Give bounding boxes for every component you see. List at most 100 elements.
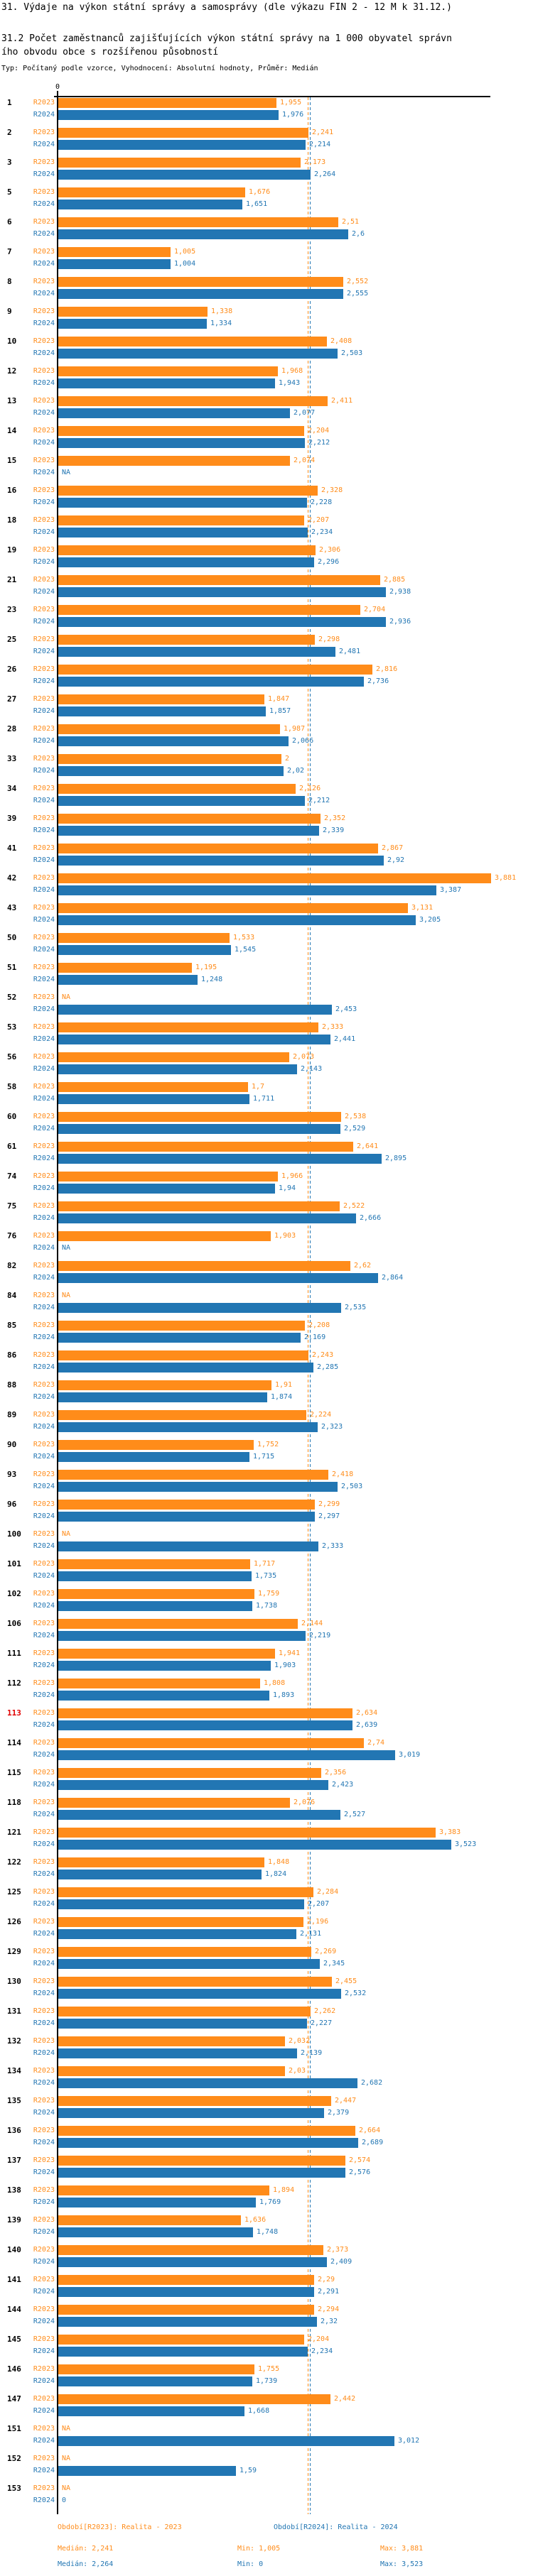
chart-row-28: 28 R2023 1,987 R2024 2,066 — [0, 724, 533, 747]
chart-row-106: 106 R2023 2,144 R2024 2,219 — [0, 1619, 533, 1642]
bar-r2023-102 — [58, 1589, 254, 1599]
value-label-r2024-144: 2,32 — [321, 2318, 338, 2325]
series-label-r2023-43: R2023 — [33, 904, 55, 912]
row-number-3: 3 — [7, 158, 12, 167]
series-label-r2024-100: R2024 — [33, 1542, 55, 1550]
series-label-r2023-151: R2023 — [33, 2425, 55, 2433]
value-label-r2023-18: 2,207 — [308, 516, 330, 524]
value-label-r2023-147: 2,442 — [334, 2395, 356, 2403]
bar-r2024-9 — [58, 319, 207, 329]
bar-r2024-131 — [58, 2019, 307, 2029]
series-label-r2024-39: R2024 — [33, 826, 55, 834]
row-number-5: 5 — [7, 187, 12, 197]
bar-r2023-137 — [58, 2156, 345, 2166]
row-number-33: 33 — [7, 754, 17, 763]
bar-r2024-138 — [58, 2198, 256, 2207]
stat-min-2023: Min: 1,005 — [237, 2545, 281, 2553]
value-label-r2024-8: 2,555 — [347, 290, 369, 298]
bar-r2023-101 — [58, 1559, 250, 1569]
value-label-r2023-1: 1,955 — [280, 99, 302, 107]
value-label-r2023-131: 2,262 — [314, 2007, 336, 2015]
chart-row-100: 100 R2023 NA R2024 2,333 — [0, 1529, 533, 1552]
value-label-r2024-23: 2,936 — [389, 618, 411, 626]
chart-row-122: 122 R2023 1,848 R2024 1,824 — [0, 1857, 533, 1880]
bar-r2024-50 — [58, 945, 231, 955]
row-number-115: 115 — [7, 1768, 21, 1777]
chart-row-2: 2 R2023 2,241 R2024 2,214 — [0, 128, 533, 151]
row-number-50: 50 — [7, 933, 17, 942]
bar-r2023-41 — [58, 844, 378, 853]
series-label-r2023-85: R2023 — [33, 1321, 55, 1329]
chart-row-76: 76 R2023 1,903 R2024 NA — [0, 1231, 533, 1254]
series-label-r2023-115: R2023 — [33, 1769, 55, 1777]
series-label-r2024-19: R2024 — [33, 558, 55, 566]
row-number-84: 84 — [7, 1291, 17, 1300]
value-label-r2024-139: 1,748 — [257, 2228, 279, 2236]
series-label-r2024-76: R2024 — [33, 1244, 55, 1252]
series-label-r2024-152: R2024 — [33, 2467, 55, 2474]
series-label-r2024-135: R2024 — [33, 2109, 55, 2117]
series-label-r2024-27: R2024 — [33, 707, 55, 715]
bar-r2024-113 — [58, 1720, 352, 1730]
value-label-r2024-101: 1,735 — [255, 1572, 277, 1580]
bar-r2024-118 — [58, 1810, 340, 1820]
row-number-152: 152 — [7, 2454, 21, 2463]
value-label-r2024-61: 2,895 — [385, 1155, 407, 1162]
series-label-r2024-1: R2024 — [33, 111, 55, 119]
bar-r2023-140 — [58, 2245, 323, 2255]
value-label-r2024-111: 1,903 — [274, 1661, 296, 1669]
value-label-r2023-145: 2,204 — [308, 2335, 330, 2343]
bar-r2024-147 — [58, 2406, 244, 2416]
series-label-r2023-9: R2023 — [33, 307, 55, 315]
value-label-r2023-82: 2,62 — [354, 1262, 372, 1270]
bar-r2023-61 — [58, 1142, 353, 1152]
series-label-r2024-129: R2024 — [33, 1960, 55, 1968]
series-label-r2024-75: R2024 — [33, 1214, 55, 1222]
value-label-r2024-2: 2,214 — [309, 141, 331, 148]
series-label-r2024-56: R2024 — [33, 1065, 55, 1073]
bar-r2023-135 — [58, 2096, 331, 2106]
x-axis-line — [54, 96, 490, 97]
bar-r2023-131 — [58, 2007, 311, 2016]
bar-r2024-152 — [58, 2466, 236, 2476]
value-label-r2024-82: 2,864 — [382, 1274, 404, 1282]
value-label-r2023-52: NA — [62, 993, 71, 1001]
bar-r2023-134 — [58, 2066, 285, 2076]
bar-r2023-118 — [58, 1798, 290, 1808]
bar-r2023-58 — [58, 1082, 248, 1092]
series-label-r2023-33: R2023 — [33, 755, 55, 763]
value-label-r2023-75: 2,522 — [343, 1202, 365, 1210]
chart-row-25: 25 R2023 2,298 R2024 2,481 — [0, 635, 533, 657]
series-label-r2023-137: R2023 — [33, 2156, 55, 2164]
series-label-r2024-43: R2024 — [33, 916, 55, 924]
series-label-r2023-12: R2023 — [33, 367, 55, 375]
value-label-r2023-56: 2,073 — [293, 1053, 315, 1061]
series-label-r2023-60: R2023 — [33, 1113, 55, 1120]
value-label-r2023-93: 2,418 — [332, 1470, 354, 1478]
series-label-r2023-114: R2023 — [33, 1739, 55, 1747]
bar-r2024-139 — [58, 2227, 253, 2237]
bar-r2023-125 — [58, 1887, 313, 1897]
chart-row-16: 16 R2023 2,328 R2024 2,228 — [0, 486, 533, 508]
bar-r2023-39 — [58, 814, 321, 824]
row-number-82: 82 — [7, 1261, 17, 1270]
row-number-43: 43 — [7, 903, 17, 912]
series-label-r2024-42: R2024 — [33, 886, 55, 894]
bar-r2024-88 — [58, 1392, 267, 1402]
series-label-r2023-130: R2023 — [33, 1977, 55, 1985]
value-label-r2023-23: 2,704 — [364, 606, 386, 613]
chart-row-56: 56 R2023 2,073 R2024 2,143 — [0, 1052, 533, 1075]
value-label-r2023-134: 2,03 — [289, 2067, 306, 2075]
series-label-r2023-52: R2023 — [33, 993, 55, 1001]
series-label-r2024-88: R2024 — [33, 1393, 55, 1401]
value-label-r2023-88: 1,91 — [275, 1381, 293, 1389]
bar-r2023-21 — [58, 575, 380, 585]
value-label-r2024-141: 2,291 — [318, 2288, 340, 2296]
series-label-r2024-41: R2024 — [33, 856, 55, 864]
series-label-r2024-134: R2024 — [33, 2079, 55, 2087]
chart-row-131: 131 R2023 2,262 R2024 2,227 — [0, 2007, 533, 2029]
bar-r2024-2 — [58, 140, 306, 150]
series-label-r2024-96: R2024 — [33, 1512, 55, 1520]
value-label-r2024-15: NA — [62, 469, 71, 476]
series-label-r2024-23: R2024 — [33, 618, 55, 626]
